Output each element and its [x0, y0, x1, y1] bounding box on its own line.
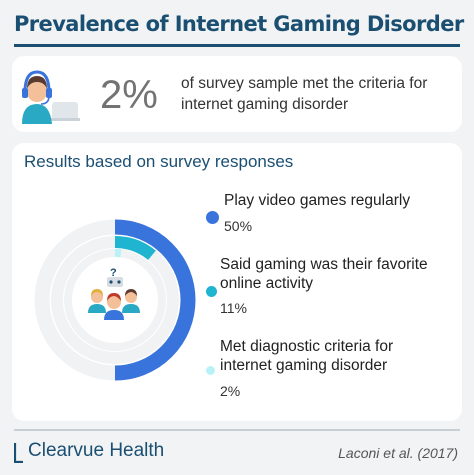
legend-label-favorite: Said gaming was their favorite online ac… [220, 256, 428, 292]
question-mark-icon: ? [110, 267, 117, 279]
brand-mark-icon [14, 443, 23, 463]
headline-percent: 2% [100, 73, 158, 117]
headline-description: of survey sample met the criteria for in… [181, 75, 428, 113]
legend-dot-favorite [206, 286, 217, 297]
headline-card [12, 56, 462, 132]
citation: Laconi et al. (2017) [338, 445, 458, 461]
legend-value-play: 50% [224, 218, 253, 234]
brand-name: Clearvue Health [28, 440, 165, 461]
legend-value-favorite: 11% [220, 300, 247, 316]
title-underline [14, 44, 460, 47]
page-title: Prevalence of Internet Gaming Disorder [14, 12, 464, 36]
legend-label-criteria: Met diagnostic criteria for internet gam… [220, 338, 394, 374]
footer-rule [14, 429, 460, 431]
gamepad-icon [107, 277, 123, 287]
ring-play-arc [114, 219, 196, 381]
legend-dot-criteria [206, 366, 215, 375]
legend-value-criteria: 2% [220, 383, 241, 399]
legend-dot-play [206, 211, 219, 224]
gamer-group-icon: ? [88, 267, 140, 320]
ring-favorite-arc [114, 236, 156, 261]
legend-label-play: Play video games regularly [224, 192, 411, 209]
section-title: Results based on survey responses [24, 152, 294, 171]
